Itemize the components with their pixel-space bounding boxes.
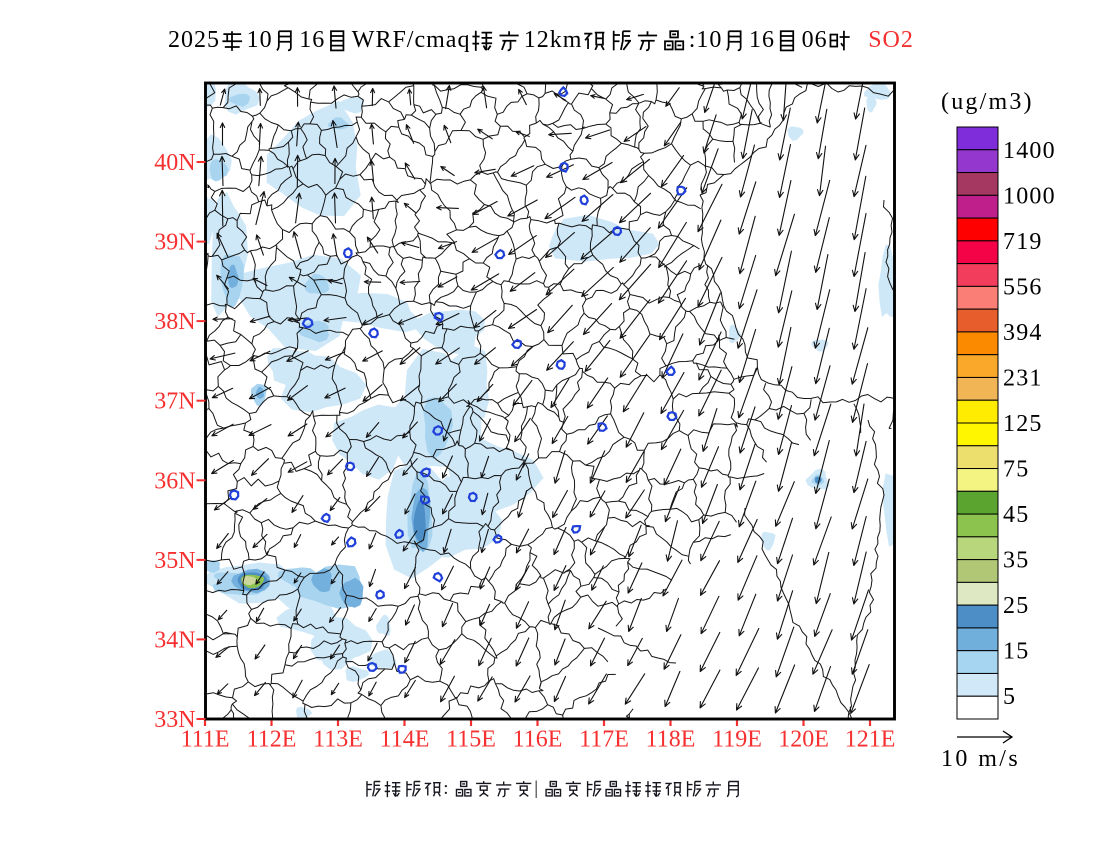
svg-text:35N: 35N	[154, 548, 195, 574]
svg-text:118E: 118E	[646, 727, 696, 753]
svg-text:36N: 36N	[154, 468, 195, 494]
svg-text:114E: 114E	[380, 727, 430, 753]
svg-text:25: 25	[1003, 593, 1029, 619]
svg-text:1400: 1400	[1003, 138, 1056, 164]
svg-text:37N: 37N	[154, 389, 195, 415]
svg-text:38N: 38N	[154, 309, 195, 335]
svg-text:115E: 115E	[446, 727, 496, 753]
svg-text:121E: 121E	[845, 727, 896, 753]
svg-text:394: 394	[1003, 320, 1043, 346]
svg-text:719: 719	[1003, 229, 1043, 255]
svg-text:(ug/m3): (ug/m3)	[941, 89, 1034, 115]
svg-text:35: 35	[1003, 548, 1029, 574]
svg-text:16: 16	[299, 27, 325, 53]
svg-text:45: 45	[1003, 502, 1029, 528]
svg-text:39N: 39N	[154, 230, 195, 256]
svg-text:15: 15	[1003, 639, 1029, 665]
svg-text:10 m/s: 10 m/s	[941, 746, 1020, 772]
svg-text:2025: 2025	[168, 27, 220, 53]
svg-text:06: 06	[802, 27, 828, 53]
svg-text:40N: 40N	[154, 150, 195, 176]
svg-text:34N: 34N	[154, 627, 195, 653]
svg-text:75: 75	[1003, 457, 1029, 483]
svg-text:SO2: SO2	[868, 27, 914, 53]
svg-text::10: :10	[689, 27, 723, 53]
svg-text:12km: 12km	[524, 27, 583, 53]
svg-text:111E: 111E	[181, 727, 230, 753]
svg-text:113E: 113E	[313, 727, 363, 753]
svg-text:117E: 117E	[579, 727, 629, 753]
svg-text:231: 231	[1003, 366, 1043, 392]
svg-text:1000: 1000	[1003, 183, 1056, 209]
svg-text::: :	[443, 778, 454, 799]
svg-text:119E: 119E	[712, 727, 762, 753]
svg-text:5: 5	[1003, 684, 1016, 710]
svg-text:33N: 33N	[154, 707, 195, 733]
svg-text:|: |	[534, 778, 544, 799]
svg-text:10: 10	[247, 27, 273, 53]
svg-text:112E: 112E	[247, 727, 297, 753]
svg-text:120E: 120E	[778, 727, 829, 753]
svg-text:WRF/cmaq: WRF/cmaq	[352, 27, 471, 53]
svg-text:556: 556	[1003, 274, 1043, 300]
svg-text:125: 125	[1003, 411, 1043, 437]
svg-text:116E: 116E	[513, 727, 563, 753]
svg-text:16: 16	[749, 27, 775, 53]
